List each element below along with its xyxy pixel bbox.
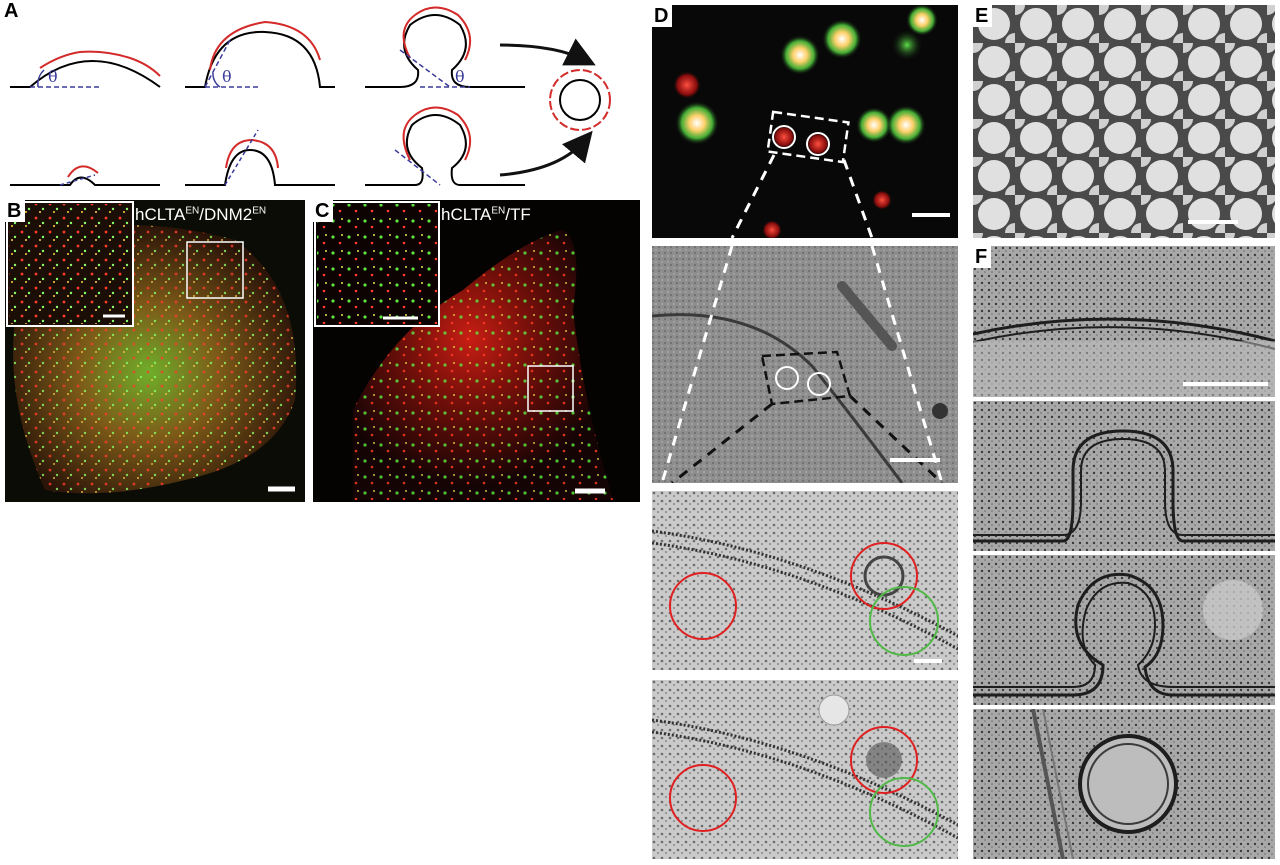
arrow-to-vesicle-bottom — [499, 130, 593, 177]
em-omega-pit — [973, 555, 1275, 705]
curvature-schematic: θ θ θ — [10, 6, 611, 186]
theta-label: θ — [455, 67, 465, 86]
tomogram-slice-1 — [652, 491, 958, 670]
em-flat-lattice — [973, 246, 1275, 397]
panel-label-c: C — [313, 200, 334, 222]
panel-d-fluorescence: D — [652, 5, 958, 238]
theta-label: θ — [222, 67, 232, 86]
panel-f-em-omega — [973, 555, 1275, 705]
panel-label-b: B — [5, 200, 26, 222]
em-overview-image — [652, 246, 958, 483]
zoom-region-box — [527, 365, 574, 412]
arrow-to-vesicle-top — [499, 38, 596, 66]
panel-label-f: F — [973, 246, 992, 268]
panel-b-caption: hCLTAEN/DNM2EN — [135, 205, 267, 224]
zoom-region-box — [186, 241, 244, 299]
panel-f-em-flat: F — [973, 246, 1275, 397]
cell-image-b — [6, 201, 297, 494]
deep-pit-large: θ — [185, 20, 335, 88]
inset-c — [314, 201, 440, 327]
panel-c-caption: hCLTAEN/TF — [441, 205, 531, 224]
shallow-pit-large: θ — [10, 50, 161, 88]
omega-pit-small — [365, 106, 525, 186]
panel-f-em-vesicle — [973, 709, 1275, 859]
tomogram-slice-2 — [652, 680, 958, 859]
panel-c-fluorescence: C hCLTAEN/TF — [313, 200, 640, 502]
em-coated-vesicle — [973, 709, 1275, 859]
cell-image-c — [314, 201, 613, 500]
panel-d-tomogram-2 — [652, 680, 958, 859]
red-circle — [850, 542, 918, 610]
spots-image — [673, 5, 950, 238]
deep-pit-small — [185, 129, 335, 186]
lattice-image — [973, 5, 1275, 238]
coated-vesicle — [549, 69, 611, 131]
panel-f-em-dome — [973, 401, 1275, 551]
panel-label-e: E — [973, 5, 993, 27]
panel-label-a: A — [2, 0, 23, 22]
red-circle — [669, 764, 737, 832]
inset-b — [6, 201, 134, 327]
panel-d-em-overview — [652, 246, 958, 483]
panel-a-schematic: θ θ θ — [0, 0, 640, 195]
panel-label-d: D — [652, 5, 673, 27]
green-circle — [869, 777, 939, 847]
panel-b-fluorescence: B hCLTAEN/DNM2EN — [5, 200, 305, 502]
panel-d-tomogram-1 — [652, 491, 958, 670]
red-circle — [669, 572, 737, 640]
panel-e-lattice: E — [973, 5, 1275, 238]
green-circle — [869, 586, 939, 656]
em-dome-pit — [973, 401, 1275, 551]
omega-pit-large: θ — [365, 6, 525, 88]
shallow-pit-small — [10, 165, 160, 186]
theta-label: θ — [48, 67, 58, 86]
red-circle — [850, 726, 918, 794]
